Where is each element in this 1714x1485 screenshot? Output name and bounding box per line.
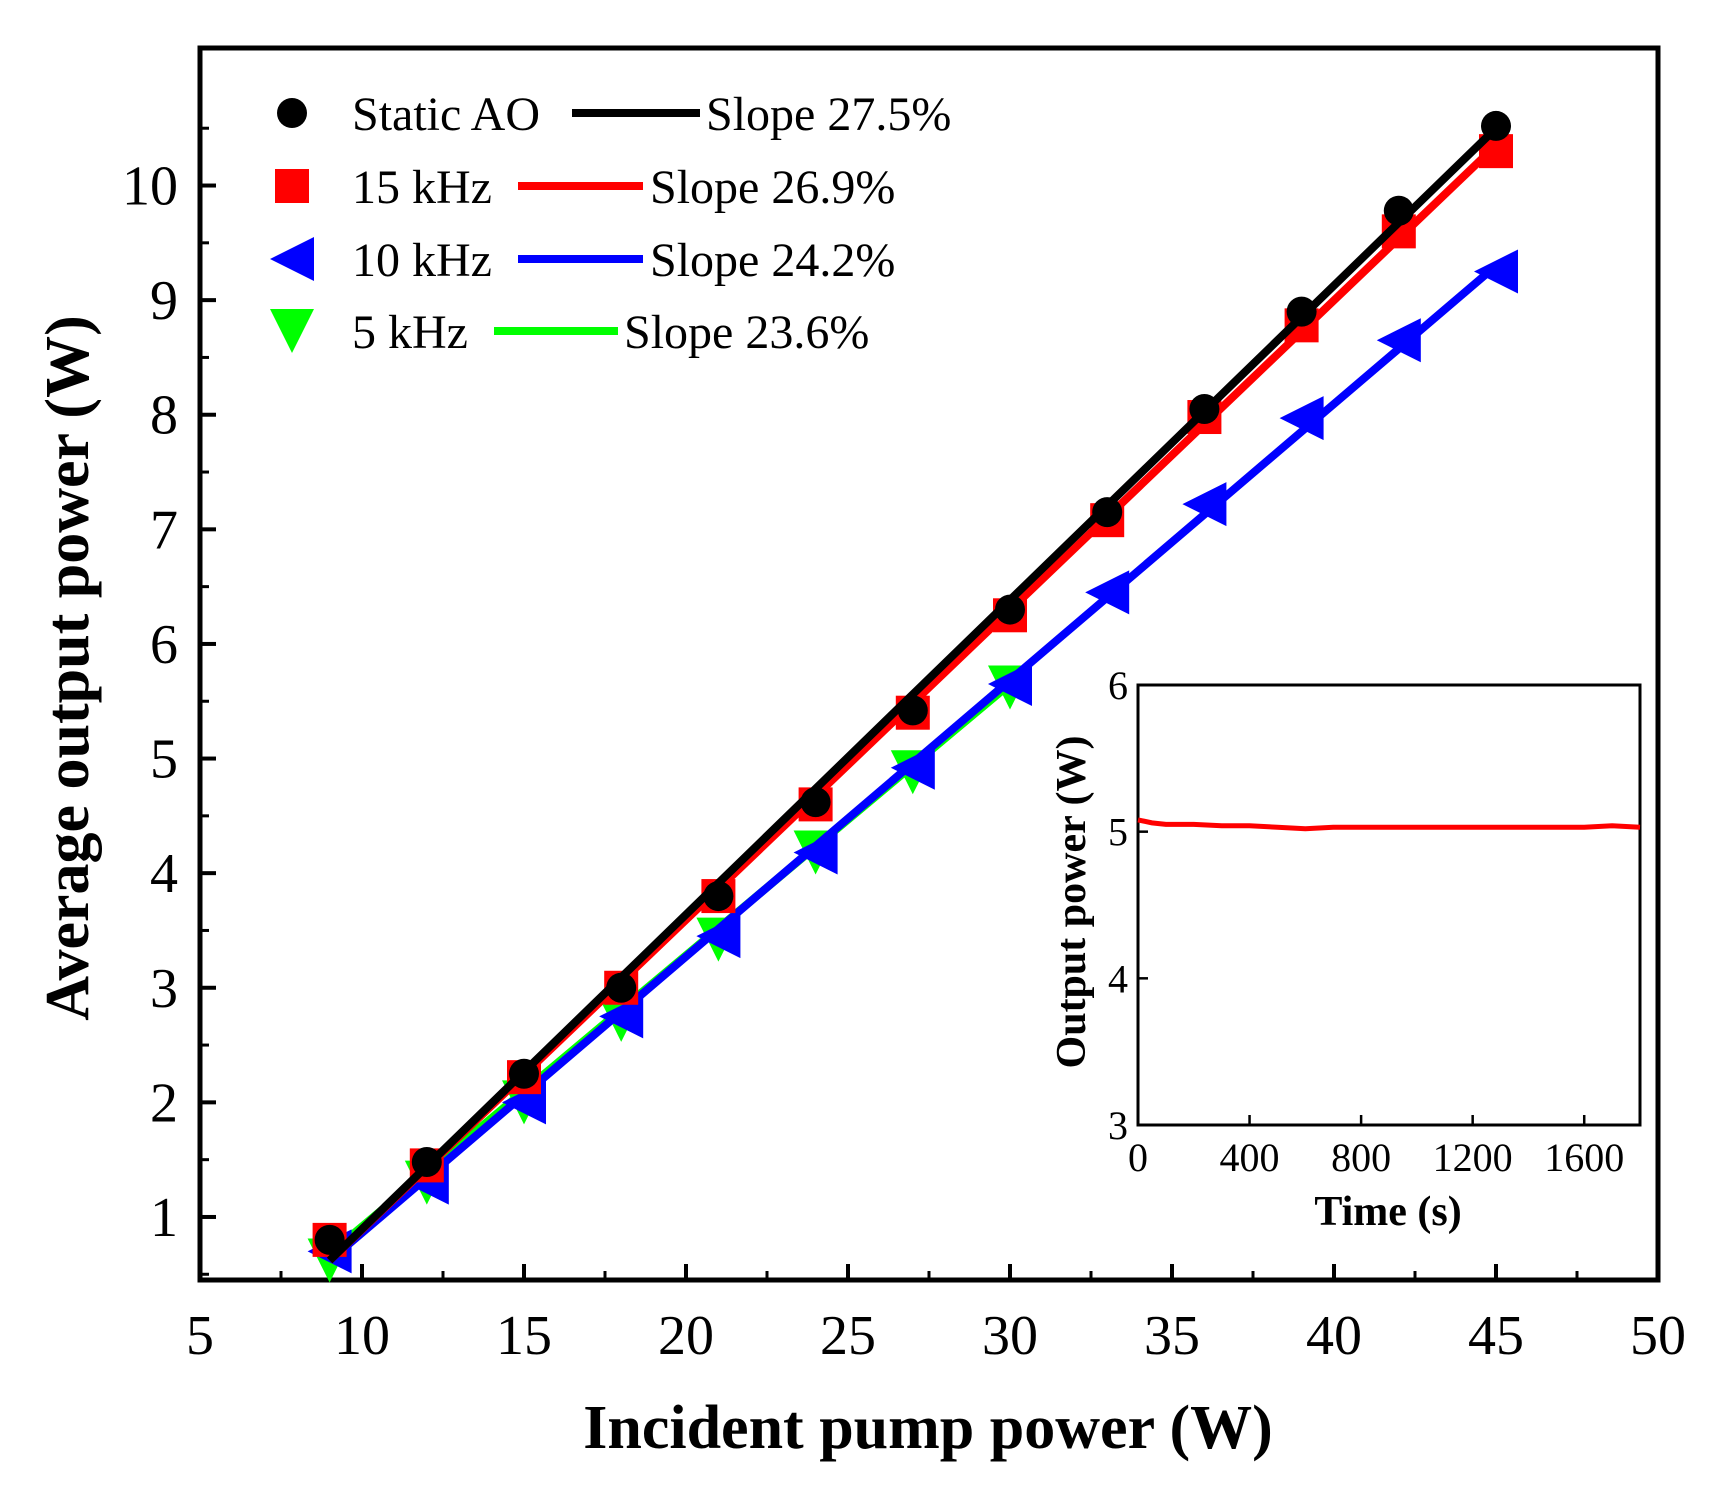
legend-marker [270, 237, 314, 281]
data-point [411, 1146, 442, 1177]
inset-x-tick-label: 400 [1220, 1135, 1280, 1180]
inset-y-tick-label: 5 [1108, 810, 1128, 855]
data-point [1182, 482, 1227, 527]
x-tick-label: 35 [1144, 1305, 1200, 1367]
data-point [1474, 249, 1518, 294]
y-tick-label: 9 [150, 270, 178, 332]
y-tick-label: 5 [150, 729, 178, 791]
y-tick-label: 8 [150, 385, 178, 447]
inset-stability-line [1137, 817, 1641, 832]
inset-x-tick-label: 0 [1128, 1135, 1148, 1180]
x-tick-label: 20 [658, 1305, 714, 1367]
y-tick-label: 4 [150, 843, 178, 905]
legend-fit-label: Slope 23.6% [624, 306, 869, 359]
x-tick-label: 15 [496, 1305, 552, 1367]
data-point [988, 662, 1032, 707]
y-tick-label: 1 [150, 1187, 178, 1249]
x-tick-label: 50 [1630, 1305, 1686, 1367]
legend-label: 15 kHz [352, 161, 492, 214]
legend-marker [270, 309, 314, 353]
inset-y-tick-label: 4 [1108, 956, 1128, 1001]
y-axis-title: Average output power (W) [34, 315, 102, 1020]
y-tick-label: 2 [150, 1072, 178, 1134]
data-point [606, 972, 637, 1003]
x-tick-label: 45 [1468, 1305, 1524, 1367]
data-point [1376, 318, 1421, 363]
data-point [800, 787, 831, 818]
legend-entry: 5 kHz Slope 23.6% [270, 306, 869, 359]
data-point [703, 881, 734, 912]
x-tick-label: 25 [820, 1305, 876, 1367]
legend-entry: 10 kHz Slope 24.2% [270, 234, 895, 287]
inset-x-tick-label: 800 [1331, 1135, 1391, 1180]
x-tick-label: 10 [334, 1305, 390, 1367]
inset-x-tick-label: 1600 [1544, 1135, 1624, 1180]
data-point [890, 745, 935, 790]
data-point [1481, 110, 1511, 141]
series-static-ao [314, 110, 1511, 1264]
inset-x-axis-title: Time (s) [1314, 1189, 1461, 1235]
x-axis-title: Incident pump power (W) [583, 1394, 1273, 1462]
main-series [307, 110, 1518, 1283]
data-point [995, 594, 1025, 625]
legend-entry: Static AO Slope 27.5% [277, 88, 951, 141]
y-tick-label: 10 [122, 156, 178, 218]
data-point [1286, 296, 1317, 327]
data-point [1189, 394, 1220, 425]
legend-fit-label: Slope 24.2% [650, 234, 895, 287]
x-tick-label: 30 [982, 1305, 1038, 1367]
legend-label: 5 kHz [352, 306, 468, 359]
data-point [509, 1058, 539, 1089]
legend-fit-label: Slope 26.9% [650, 161, 895, 214]
data-point [1383, 195, 1414, 226]
inset-plot: 0 400 800 1200 1600 3 4 5 6 [1108, 663, 1642, 1180]
data-point [1279, 396, 1324, 441]
y-tick-label: 3 [150, 958, 178, 1020]
x-tick-label: 40 [1306, 1305, 1362, 1367]
data-point [897, 695, 928, 726]
data-point [1092, 497, 1123, 528]
legend-marker [277, 98, 307, 128]
inset-frame [1136, 683, 1642, 1127]
legend-fit-label: Slope 27.5% [706, 88, 951, 141]
data-point [314, 1224, 345, 1255]
data-point [696, 914, 741, 959]
data-point [599, 994, 644, 1039]
y-tick-label: 7 [150, 499, 178, 561]
inset-y-tick-label: 6 [1108, 663, 1128, 708]
x-tick-label: 5 [186, 1305, 214, 1367]
legend-label: Static AO [352, 88, 540, 141]
legend: Static AO Slope 27.5% 15 kHz Slope 26.9% 10 … [270, 88, 951, 359]
legend-marker [275, 169, 309, 203]
y-tick-label: 6 [150, 614, 178, 676]
data-point [793, 830, 838, 875]
inset-y-axis-title: Output power (W) [1049, 736, 1095, 1069]
legend-entry: 15 kHz Slope 26.9% [275, 161, 895, 214]
inset-x-tick-label: 1200 [1433, 1135, 1513, 1180]
inset-y-tick-label: 3 [1108, 1103, 1128, 1148]
legend-label: 10 kHz [352, 234, 492, 287]
data-point [1085, 570, 1130, 615]
